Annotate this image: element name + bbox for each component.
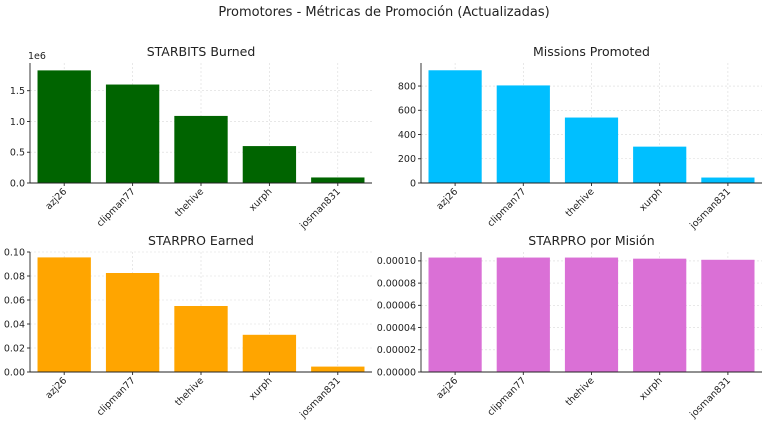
x-tick-label: josman831 (687, 186, 733, 232)
chart-panel-1: STARBITS Burned 0.0 0.5 1.0 1.5 1e6 azj26 clipm… (10, 44, 372, 232)
y-offset-label: 1e6 (28, 51, 46, 62)
x-tick-label: thehive (173, 375, 206, 408)
panel-title: STARPRO por Misión (528, 233, 654, 248)
x-tick-label: josman831 (297, 375, 343, 421)
y-tick-label: 600 (398, 106, 416, 117)
bar-clipman77 (496, 257, 550, 372)
figure-suptitle: Promotores - Métricas de Promoción (Actu… (218, 5, 549, 20)
x-tick-label: xurph (638, 186, 665, 213)
y-tick-label: 0 (410, 178, 416, 189)
bar-clipman77 (496, 85, 550, 183)
y-tick-label: 0.00000 (377, 367, 416, 378)
x-tick-label: clipman77 (485, 375, 528, 418)
x-tick-label: xurph (247, 375, 274, 402)
x-tick-label: azj26 (43, 375, 69, 401)
bar-josman831 (311, 177, 365, 183)
bar-xurph (633, 146, 687, 183)
x-tick-label: azj26 (43, 186, 69, 212)
bar-clipman77 (105, 84, 160, 183)
y-tick-label: 1.0 (10, 117, 25, 128)
y-tick-label: 0.04 (4, 319, 25, 330)
x-tick-label: josman831 (687, 375, 733, 421)
panel-title: Missions Promoted (533, 44, 650, 59)
y-tick-label: 0.08 (4, 271, 25, 282)
bar-azj26 (37, 257, 91, 372)
y-tick-label: 0.00008 (377, 278, 416, 289)
bar-azj26 (428, 70, 482, 183)
x-tick-label: clipman77 (95, 375, 138, 418)
x-tick-label: thehive (564, 186, 597, 219)
y-tick-label: 0.00002 (377, 345, 416, 356)
chart-panel-2: Missions Promoted 0 200 400 600 800 azj26 clipm… (398, 44, 762, 232)
y-tick-label: 0.0 (10, 178, 25, 189)
x-tick-label: clipman77 (95, 186, 138, 229)
x-tick-label: azj26 (434, 375, 460, 401)
y-tick-label: 1.5 (10, 86, 25, 97)
bar-azj26 (37, 70, 91, 183)
bar-thehive (564, 117, 619, 183)
y-tick-label: 0.5 (10, 148, 25, 159)
y-tick-label: 0.00006 (377, 301, 416, 312)
bar-xurph (242, 334, 297, 372)
x-tick-label: azj26 (434, 186, 460, 212)
y-tick-label: 0.02 (4, 343, 25, 354)
y-tick-label: 200 (398, 154, 416, 165)
y-tick-label: 800 (398, 81, 416, 92)
bar-thehive (174, 115, 228, 183)
x-tick-label: thehive (564, 375, 597, 408)
y-tick-label: 0.00 (4, 367, 25, 378)
y-tick-label: 0.00010 (377, 256, 416, 267)
bar-thehive (174, 306, 228, 372)
y-tick-label: 0.06 (4, 295, 25, 306)
bar-xurph (242, 146, 297, 183)
chart-panel-4: STARPRO por Misión 0.00000 0.00002 0.00004 0… (377, 233, 762, 421)
bar-xurph (633, 258, 687, 372)
y-tick-label: 400 (398, 130, 416, 141)
panel-title: STARPRO Earned (148, 233, 254, 248)
bar-josman831 (701, 177, 755, 183)
bar-azj26 (428, 257, 482, 372)
bar-josman831 (701, 259, 755, 372)
bar-clipman77 (105, 273, 160, 372)
y-tick-label: 0.00004 (377, 323, 416, 334)
x-tick-label: josman831 (297, 186, 343, 232)
x-tick-label: xurph (638, 375, 665, 402)
y-tick-label: 0.10 (4, 247, 25, 258)
x-tick-label: xurph (247, 186, 274, 213)
bar-josman831 (311, 366, 365, 372)
x-tick-label: thehive (173, 186, 206, 219)
bar-thehive (564, 257, 619, 372)
chart-panel-3: STARPRO Earned 0.00 0.02 0.04 0.06 0.08 0.10 az… (4, 233, 372, 421)
x-tick-label: clipman77 (485, 186, 528, 229)
panel-title: STARBITS Burned (147, 44, 256, 59)
